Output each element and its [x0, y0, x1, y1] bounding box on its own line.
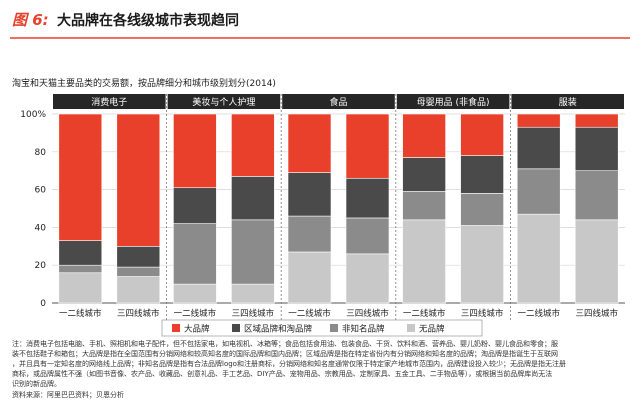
y-tick-label: 20: [35, 261, 47, 271]
legend-label: 区域品牌和淘品牌: [244, 324, 313, 335]
bar-segment: [287, 215, 332, 253]
notes: 注：消费电子包括电脑、手机、照相机和电子配件，但不包括家电，如电视机、冰箱等；食…: [12, 339, 566, 399]
category-header: [511, 94, 624, 109]
bar-segment: [345, 253, 390, 304]
legend-swatch: [232, 324, 240, 332]
x-tick-label: 三四线城市: [232, 308, 275, 319]
bar-segment: [402, 191, 446, 221]
bar-segment: [402, 157, 446, 192]
bar-segment: [345, 217, 390, 255]
x-tick-label: 一二线城市: [403, 308, 446, 319]
category-header: [396, 94, 510, 109]
bar-segment: [231, 113, 275, 177]
bar-segment: [516, 213, 561, 304]
category-header: [282, 94, 395, 109]
y-tick-label: 100%: [20, 110, 46, 120]
x-tick-label: 一二线城市: [517, 308, 560, 319]
bar-segment: [460, 193, 504, 226]
legend-label: 大品牌: [184, 324, 210, 335]
bar-segment: [287, 113, 332, 173]
note-line: ，并且具有一定知名度的网络线上品牌；非知名品牌是指有合法品牌logo和注册商标，…: [12, 359, 566, 368]
legend: 大品牌 区域品牌和淘品牌 非知名品牌 无品牌: [161, 319, 483, 337]
bar-segment: [58, 272, 103, 304]
x-tick-label: 一二线城市: [59, 308, 102, 319]
bar-segment: [574, 219, 619, 304]
category-header: [167, 94, 281, 109]
bar-segment: [173, 113, 217, 189]
legend-swatch: [407, 324, 415, 332]
category-label: 美妆与个人护理: [192, 96, 255, 108]
bar-segment: [516, 113, 561, 128]
bar-segment: [460, 225, 504, 304]
bar-segment: [516, 168, 561, 215]
y-tick-label: 60: [35, 186, 47, 196]
x-tick-label: 三四线城市: [575, 308, 618, 319]
figure-label: 图 6:: [12, 11, 49, 29]
legend-label: 非知名品牌: [342, 324, 385, 335]
x-tick-label: 一二线城市: [174, 308, 217, 319]
x-tick-label: 三四线城市: [346, 308, 389, 319]
x-tick-label: 一二线城市: [288, 308, 331, 319]
figure-title: 大品牌在各线级城市表现趋同: [57, 12, 239, 29]
y-tick-label: 40: [35, 223, 47, 233]
bar-segment: [58, 240, 103, 266]
bar-segment: [460, 113, 504, 156]
legend-swatch: [330, 324, 338, 332]
legend-label: 无品牌: [419, 324, 445, 335]
bar-segment: [116, 266, 161, 277]
bar-segment: [173, 223, 217, 285]
bar-segment: [58, 113, 103, 241]
x-tick-label: 三四线城市: [461, 308, 504, 319]
bar-segment: [402, 219, 446, 304]
x-ticks: 一二线城市 三四线城市 一二线城市 三四线城市 一二线城市 三四线城市 一二线城市 三四线城市…: [59, 308, 618, 319]
category-label: 食品: [329, 96, 347, 108]
bar-segment: [574, 126, 619, 172]
bar-segment: [345, 177, 390, 219]
legend-box: [161, 319, 483, 337]
y-tick-label: 0: [40, 299, 46, 309]
bar-segment: [574, 113, 619, 128]
bar-segment: [116, 113, 161, 247]
bar-segment: [231, 283, 275, 304]
bar-segment: [58, 264, 103, 274]
bar-segment: [402, 113, 446, 158]
category-headers: 消费电子 美妆与个人护理 食品 母婴用品 (非食品) 服装: [53, 94, 624, 322]
legend-swatch: [172, 324, 180, 332]
bar-segment: [231, 219, 275, 285]
bar-segment: [460, 155, 504, 194]
bars: [58, 113, 619, 304]
category-label: 服装: [559, 96, 577, 108]
note-line: 装不包括鞋子和箱包；大品牌是指在全国范围有分销网络和较高知名度的国际品牌和国内品…: [12, 349, 558, 358]
y-tick-label: 80: [35, 148, 47, 158]
source-line: 资料来源：阿里巴巴资料；贝恩分析: [12, 390, 124, 399]
note-line: 识别的新品牌。: [12, 379, 61, 388]
category-label: 母婴用品 (非食品): [417, 96, 490, 108]
bar-segment: [116, 246, 161, 268]
bar-segment: [173, 187, 217, 224]
bar-segment: [516, 126, 561, 170]
note-line: 注：消费电子包括电脑、手机、照相机和电子配件，但不包括家电，如电视机、冰箱等；食…: [12, 339, 558, 348]
note-line: 商标，或品牌属性不强（如图书音像、农产品、收藏品、创意礼品、手工艺品、DIY产品…: [12, 369, 552, 378]
category-label: 消费电子: [91, 96, 127, 108]
bar-segment: [116, 276, 161, 304]
bar-segment: [345, 113, 390, 179]
bar-segment: [173, 283, 217, 304]
chart-subtitle: 淘宝和天猫主要品类的交易额，按品牌细分和城市级别划分(2014): [12, 77, 276, 89]
category-header: [53, 94, 166, 109]
x-tick-label: 三四线城市: [117, 308, 160, 319]
bar-segment: [231, 176, 275, 221]
bar-segment: [287, 251, 332, 304]
bar-segment: [287, 172, 332, 217]
bar-segment: [574, 170, 619, 221]
